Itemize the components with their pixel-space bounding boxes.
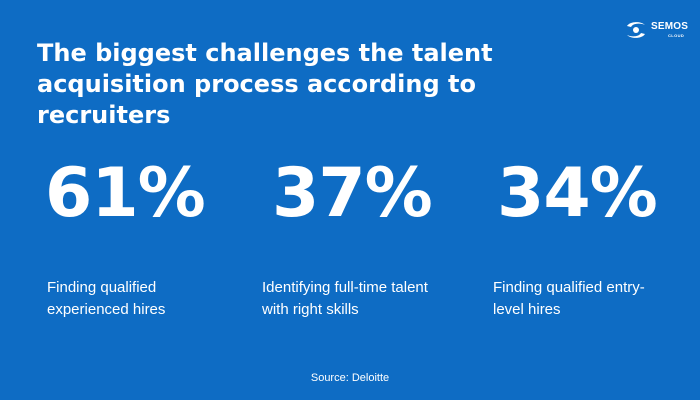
brand-subtitle: CLOUD xyxy=(668,33,685,38)
stat-label: Finding qualified entry-level hires xyxy=(493,279,645,318)
semos-swirl-icon xyxy=(627,22,645,38)
page-title: The biggest challenges the talent acquis… xyxy=(37,39,493,129)
source-note: Source: Deloitte xyxy=(310,372,390,384)
stat-label: Identifying full-time talent with right … xyxy=(262,279,428,318)
stat-label: Finding qualified experienced hires xyxy=(47,279,166,318)
brand-logo: SEMOS CLOUD xyxy=(624,20,690,40)
stat-value: 34% xyxy=(497,154,658,233)
stat-value: 37% xyxy=(272,154,433,233)
brand-name: SEMOS xyxy=(651,21,689,32)
stat-value: 61% xyxy=(45,154,206,233)
